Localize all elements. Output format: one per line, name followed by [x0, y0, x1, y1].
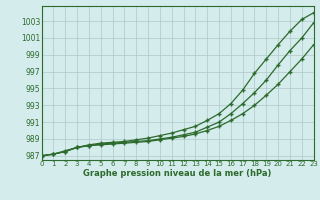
- X-axis label: Graphe pression niveau de la mer (hPa): Graphe pression niveau de la mer (hPa): [84, 169, 272, 178]
